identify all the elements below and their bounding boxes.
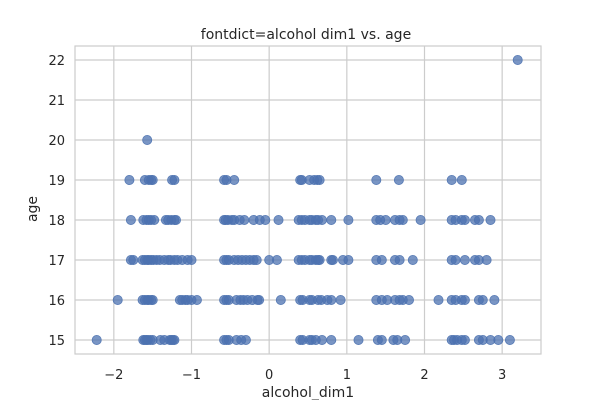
data-point	[456, 174, 467, 185]
data-point	[477, 294, 488, 305]
data-point	[186, 254, 197, 265]
y-axis-label: age	[25, 196, 41, 222]
data-point	[512, 55, 523, 66]
x-tick-label: 3	[498, 368, 506, 383]
grid	[75, 46, 541, 354]
data-point	[394, 254, 405, 265]
data-point	[142, 134, 153, 145]
x-tick-label: 1	[343, 368, 351, 383]
x-tick-label: 2	[420, 368, 428, 383]
x-tick-label: −2	[104, 368, 123, 383]
data-point	[260, 214, 271, 225]
y-tick-label: 18	[48, 214, 65, 229]
data-point	[504, 334, 515, 345]
data-point	[314, 254, 325, 265]
data-point	[397, 214, 408, 225]
data-point	[316, 214, 327, 225]
data-point	[481, 254, 492, 265]
data-point	[327, 254, 338, 265]
y-tick-label: 16	[48, 294, 65, 309]
x-axis-label: alcohol_dim1	[262, 385, 354, 400]
plot-frame	[74, 45, 542, 355]
data-point	[271, 254, 282, 265]
data-point	[273, 214, 284, 225]
data-point	[91, 334, 102, 345]
data-point	[376, 254, 387, 265]
data-point	[326, 214, 337, 225]
data-point	[343, 214, 354, 225]
data-point	[128, 254, 139, 265]
data-point	[393, 174, 404, 185]
x-tick-label: 0	[265, 368, 273, 383]
chart-title: fontdict=alcohol dim1 vs. age	[201, 27, 411, 43]
data-point	[380, 214, 391, 225]
data-point	[353, 334, 364, 345]
data-point	[169, 334, 180, 345]
data-point	[149, 214, 160, 225]
data-point	[376, 334, 387, 345]
data-point	[493, 334, 504, 345]
x-tick-label: −1	[182, 368, 201, 383]
data-point	[485, 214, 496, 225]
data-point	[147, 174, 158, 185]
data-point	[240, 334, 251, 345]
data-point	[124, 174, 135, 185]
data-point	[343, 254, 354, 265]
data-point	[450, 254, 461, 265]
data-point	[407, 254, 418, 265]
data-point	[403, 294, 414, 305]
data-point	[371, 174, 382, 185]
y-tick-label: 20	[48, 134, 65, 149]
y-tick-label: 22	[48, 54, 65, 69]
data-point	[229, 174, 240, 185]
data-point	[473, 214, 484, 225]
y-tick-label: 17	[48, 254, 65, 269]
y-tick-labels: 15 16 17 18 19 20 21 22	[48, 54, 65, 349]
y-tick-label: 21	[48, 94, 65, 109]
data-point	[335, 294, 346, 305]
data-point	[459, 334, 470, 345]
data-points	[91, 55, 523, 345]
data-point	[239, 214, 250, 225]
data-point	[489, 294, 500, 305]
data-point	[251, 254, 262, 265]
data-point	[170, 214, 181, 225]
data-point	[314, 174, 325, 185]
data-point	[459, 294, 470, 305]
data-point	[400, 334, 411, 345]
data-point	[275, 294, 286, 305]
data-point	[326, 334, 337, 345]
data-point	[169, 174, 180, 185]
data-point	[459, 214, 470, 225]
x-tick-labels: −2 −1 0 1 2 3	[104, 368, 506, 383]
data-point	[415, 214, 426, 225]
y-tick-label: 19	[48, 174, 65, 189]
data-point	[326, 294, 337, 305]
data-point	[316, 334, 327, 345]
data-point	[459, 254, 470, 265]
data-point	[254, 294, 265, 305]
data-point	[191, 294, 202, 305]
data-point	[446, 174, 457, 185]
data-point	[112, 294, 123, 305]
data-point	[433, 294, 444, 305]
data-point	[147, 294, 158, 305]
data-point	[125, 214, 136, 225]
y-tick-label: 15	[48, 334, 65, 349]
